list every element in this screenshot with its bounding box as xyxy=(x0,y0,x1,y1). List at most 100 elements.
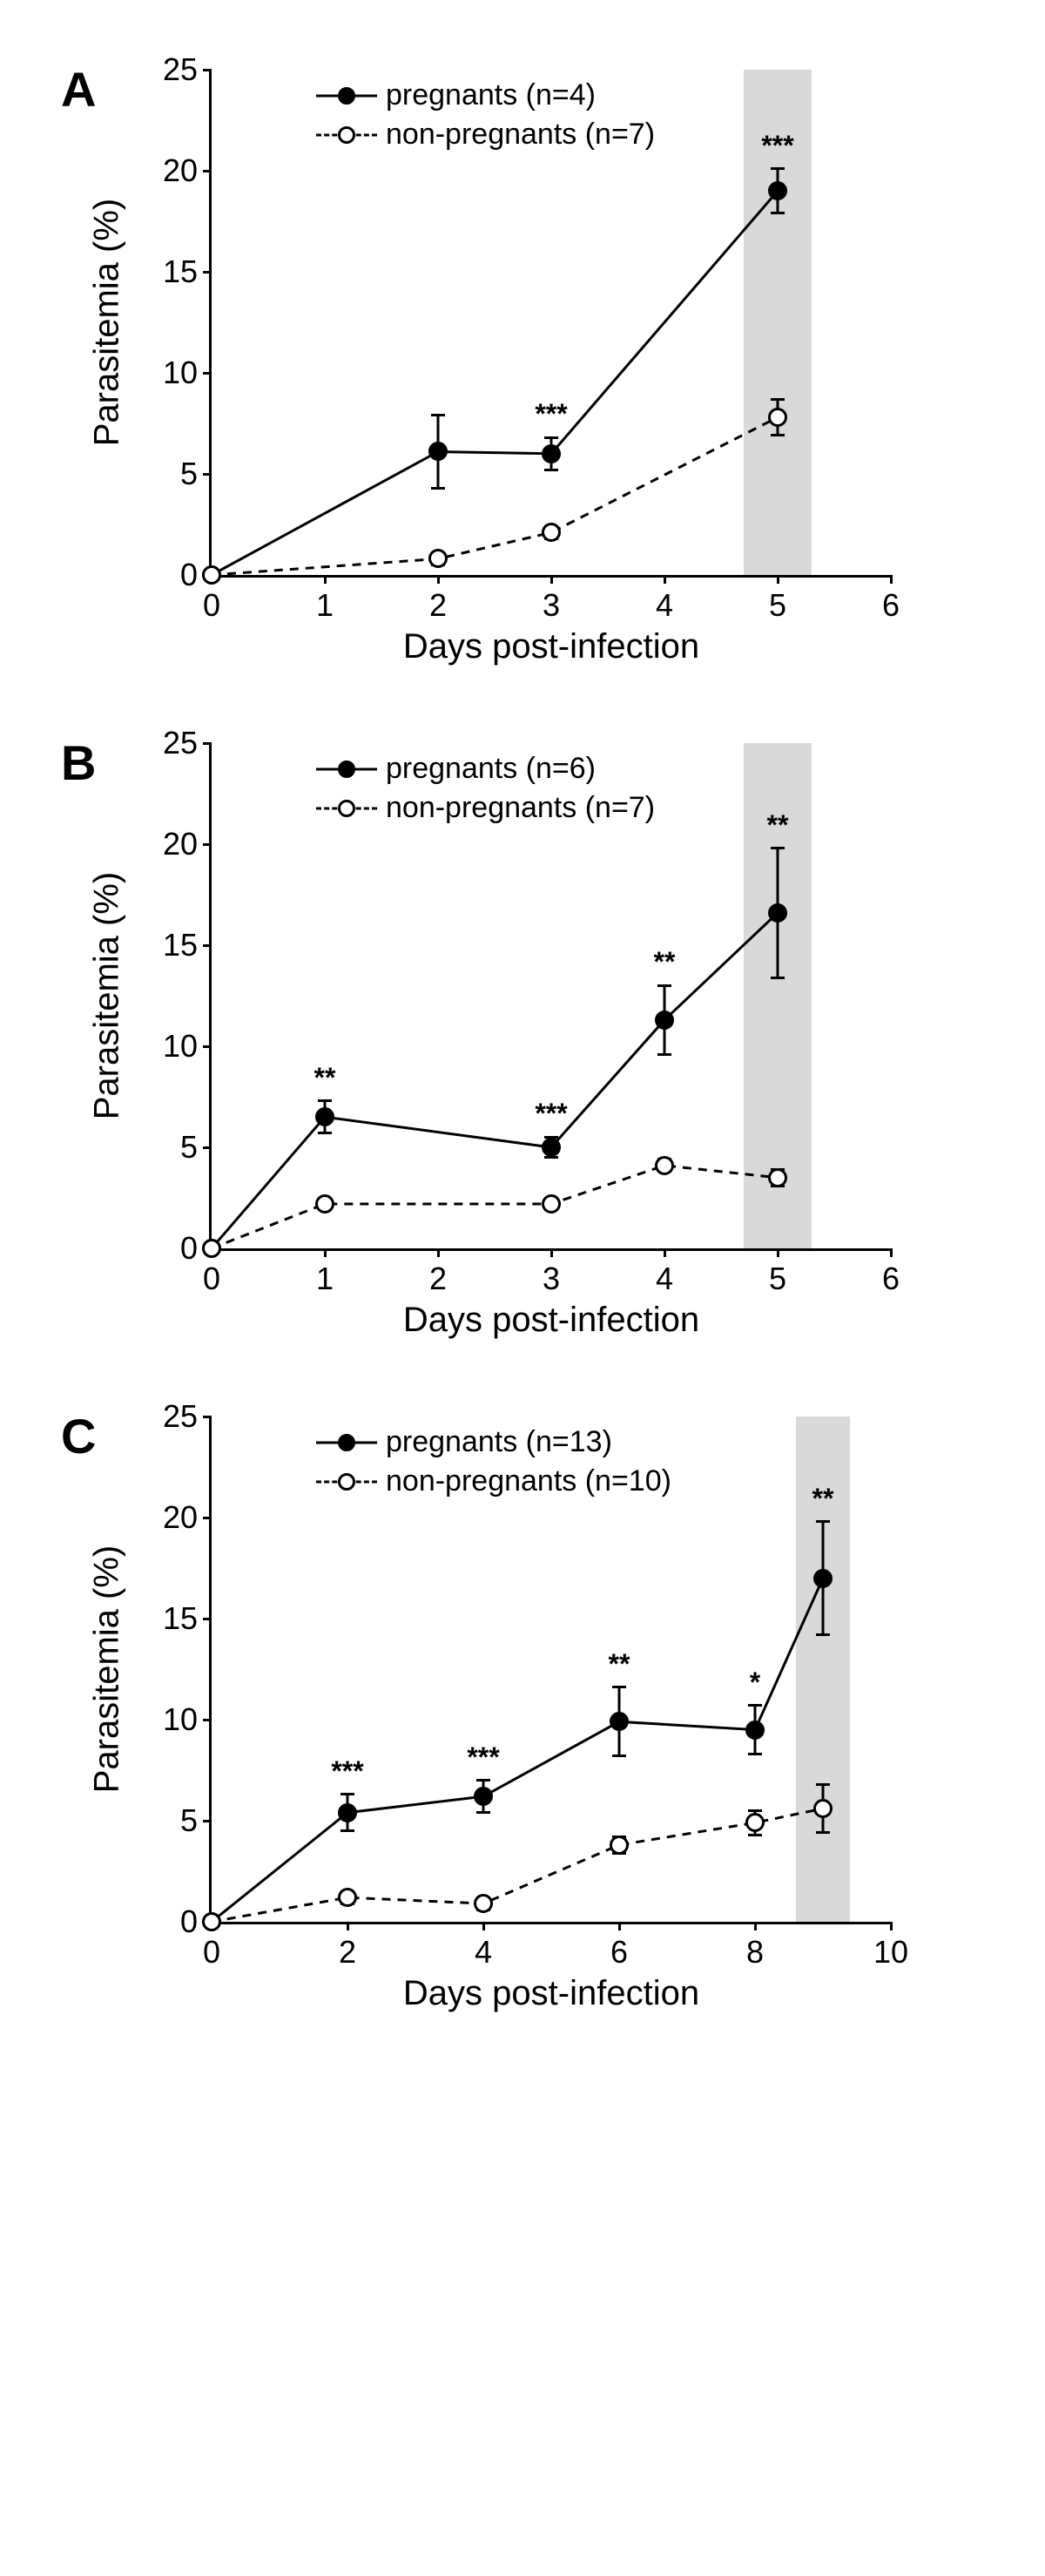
legend-item: non-pregnants (n=10) xyxy=(316,1464,671,1498)
error-cap xyxy=(816,1783,830,1786)
series-line-non-pregnants xyxy=(212,417,778,575)
error-cap xyxy=(771,434,785,436)
legend: pregnants (n=6)non-pregnants (n=7) xyxy=(316,752,655,830)
y-tick xyxy=(203,1045,212,1048)
panel-A: A05101520250123456Parasitemia (%)Days po… xyxy=(52,70,993,691)
y-tick xyxy=(203,69,212,71)
y-tick-label: 20 xyxy=(163,152,198,189)
error-cap xyxy=(748,1704,762,1707)
y-tick-label: 25 xyxy=(163,51,198,88)
plot-wrapper: 05101520250246810Parasitemia (%)Days pos… xyxy=(209,1416,993,1924)
y-tick-label: 15 xyxy=(163,254,198,290)
y-tick-label: 25 xyxy=(163,1398,198,1435)
x-axis-label: Days post-infection xyxy=(403,1974,699,2013)
data-point xyxy=(542,444,561,463)
error-cap xyxy=(612,1686,626,1688)
y-axis-label: Parasitemia (%) xyxy=(88,872,127,1120)
data-point xyxy=(745,1721,765,1740)
error-cap xyxy=(748,1809,762,1812)
y-tick xyxy=(203,1416,212,1418)
legend-item: non-pregnants (n=7) xyxy=(316,791,655,825)
x-tick-label: 6 xyxy=(610,1934,628,1971)
x-tick-label: 10 xyxy=(873,1934,908,1971)
significance-marker: *** xyxy=(761,130,793,162)
y-axis-label: Parasitemia (%) xyxy=(88,1545,127,1794)
series-line-pregnants xyxy=(212,191,778,575)
figure-container: A 05101520250123456Parasitemia (%)Days po… xyxy=(0,0,1045,2125)
x-tick xyxy=(890,1248,893,1257)
data-point xyxy=(428,549,448,568)
data-point xyxy=(655,1156,674,1175)
data-point xyxy=(768,408,787,427)
data-point xyxy=(202,1912,221,1931)
significance-marker: *** xyxy=(331,1755,363,1788)
series-line-non-pregnants xyxy=(212,1166,778,1248)
x-tick-label: 1 xyxy=(316,587,334,624)
data-point xyxy=(768,903,787,923)
x-tick-label: 2 xyxy=(339,1934,356,1971)
x-tick-label: 5 xyxy=(769,1261,786,1297)
significance-marker: *** xyxy=(535,1098,567,1130)
data-point xyxy=(610,1836,629,1855)
x-tick xyxy=(777,575,779,584)
y-tick xyxy=(203,742,212,745)
data-point xyxy=(202,1239,221,1258)
error-cap xyxy=(816,1520,830,1523)
x-tick xyxy=(890,1922,893,1930)
data-point xyxy=(768,1168,787,1187)
significance-marker: ** xyxy=(314,1062,336,1094)
x-tick xyxy=(754,1922,757,1930)
x-tick xyxy=(482,1922,485,1930)
y-tick xyxy=(203,271,212,274)
panel-label-B: B xyxy=(61,734,96,791)
series-line-non-pregnants xyxy=(212,1809,823,1922)
error-cap xyxy=(476,1811,490,1814)
significance-marker: ** xyxy=(654,946,676,978)
y-tick-label: 10 xyxy=(163,1701,198,1738)
plot-wrapper: 05101520250123456Parasitemia (%)Days pos… xyxy=(209,743,993,1251)
legend-swatch xyxy=(316,1471,377,1492)
x-tick-label: 8 xyxy=(746,1934,764,1971)
y-tick xyxy=(203,1618,212,1620)
plot-area: 05101520250123456Parasitemia (%)Days pos… xyxy=(209,70,891,578)
y-tick-label: 5 xyxy=(180,456,198,492)
x-tick xyxy=(550,575,553,584)
x-tick-label: 0 xyxy=(203,1934,220,1971)
x-tick-label: 4 xyxy=(475,1934,492,1971)
error-cap xyxy=(318,1099,332,1102)
error-cap xyxy=(544,436,558,439)
legend-swatch xyxy=(316,1432,377,1453)
error-cap xyxy=(771,977,785,979)
error-cap xyxy=(771,167,785,170)
y-tick-label: 20 xyxy=(163,1499,198,1536)
y-tick xyxy=(203,1820,212,1822)
x-tick-label: 0 xyxy=(203,587,220,624)
error-cap xyxy=(431,487,445,490)
error-cap xyxy=(340,1793,354,1795)
x-tick-label: 2 xyxy=(429,587,447,624)
series-line-pregnants xyxy=(212,1579,823,1922)
y-tick-label: 5 xyxy=(180,1802,198,1839)
panel-label-A: A xyxy=(61,61,96,118)
data-point xyxy=(768,181,787,200)
x-tick-label: 1 xyxy=(316,1261,334,1297)
x-tick xyxy=(347,1922,349,1930)
error-cap xyxy=(340,1829,354,1832)
y-tick xyxy=(203,1719,212,1721)
y-tick-label: 10 xyxy=(163,1028,198,1065)
y-tick-label: 25 xyxy=(163,725,198,761)
data-point xyxy=(474,1787,493,1806)
legend-swatch xyxy=(316,85,377,106)
x-axis-label: Days post-infection xyxy=(403,1301,699,1340)
error-cap xyxy=(431,414,445,416)
legend-label: pregnants (n=13) xyxy=(386,1425,612,1459)
data-point xyxy=(542,523,561,542)
y-tick xyxy=(203,944,212,947)
data-point xyxy=(542,1138,561,1157)
data-point xyxy=(745,1813,765,1832)
y-tick-label: 0 xyxy=(180,557,198,593)
x-tick xyxy=(324,575,327,584)
y-tick-label: 10 xyxy=(163,355,198,391)
y-tick xyxy=(203,170,212,172)
plot-area: 05101520250123456Parasitemia (%)Days pos… xyxy=(209,743,891,1251)
